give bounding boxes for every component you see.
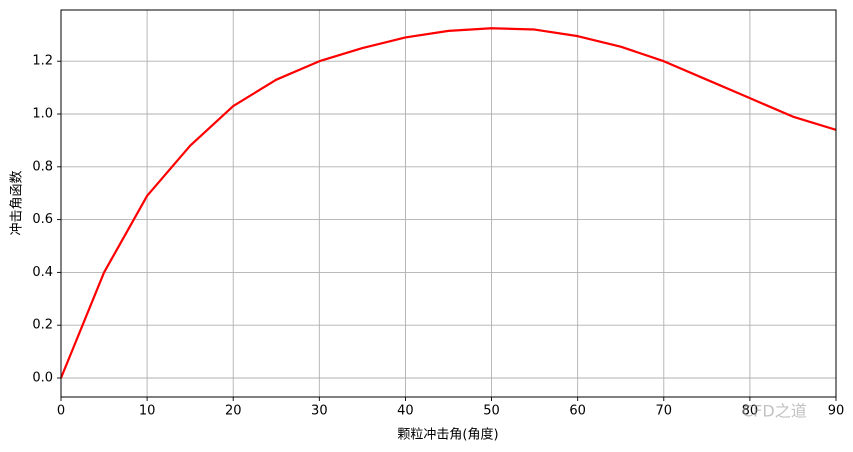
data-line — [59, 27, 837, 379]
y-tick-label: 0.2 — [32, 318, 53, 333]
x-tick-label: 70 — [656, 404, 673, 419]
x-axis-label: 颗粒冲击角(角度) — [397, 427, 498, 443]
x-tick-label: 90 — [828, 404, 845, 419]
y-axis-label: 冲击角函数 — [10, 170, 25, 235]
y-tick-label: 0.8 — [32, 159, 53, 174]
x-tick-label: 80 — [742, 404, 759, 419]
y-tick-label: 0.0 — [32, 370, 53, 385]
x-tick-label: 10 — [139, 404, 156, 419]
x-tick-label: 50 — [483, 404, 500, 419]
x-tick-label: 60 — [569, 404, 586, 419]
x-tick-label: 30 — [311, 404, 328, 419]
y-tick-label: 0.6 — [32, 212, 53, 227]
plot-frame — [60, 9, 837, 398]
y-tick-label: 1.0 — [32, 107, 53, 122]
x-tick-label: 0 — [57, 404, 65, 419]
y-tick-label: 1.2 — [32, 54, 53, 69]
x-tick-label: 20 — [225, 404, 242, 419]
watermark: CFD之道 — [742, 402, 807, 421]
x-tick-label: 40 — [397, 404, 414, 419]
y-tick-label: 0.4 — [32, 265, 53, 280]
